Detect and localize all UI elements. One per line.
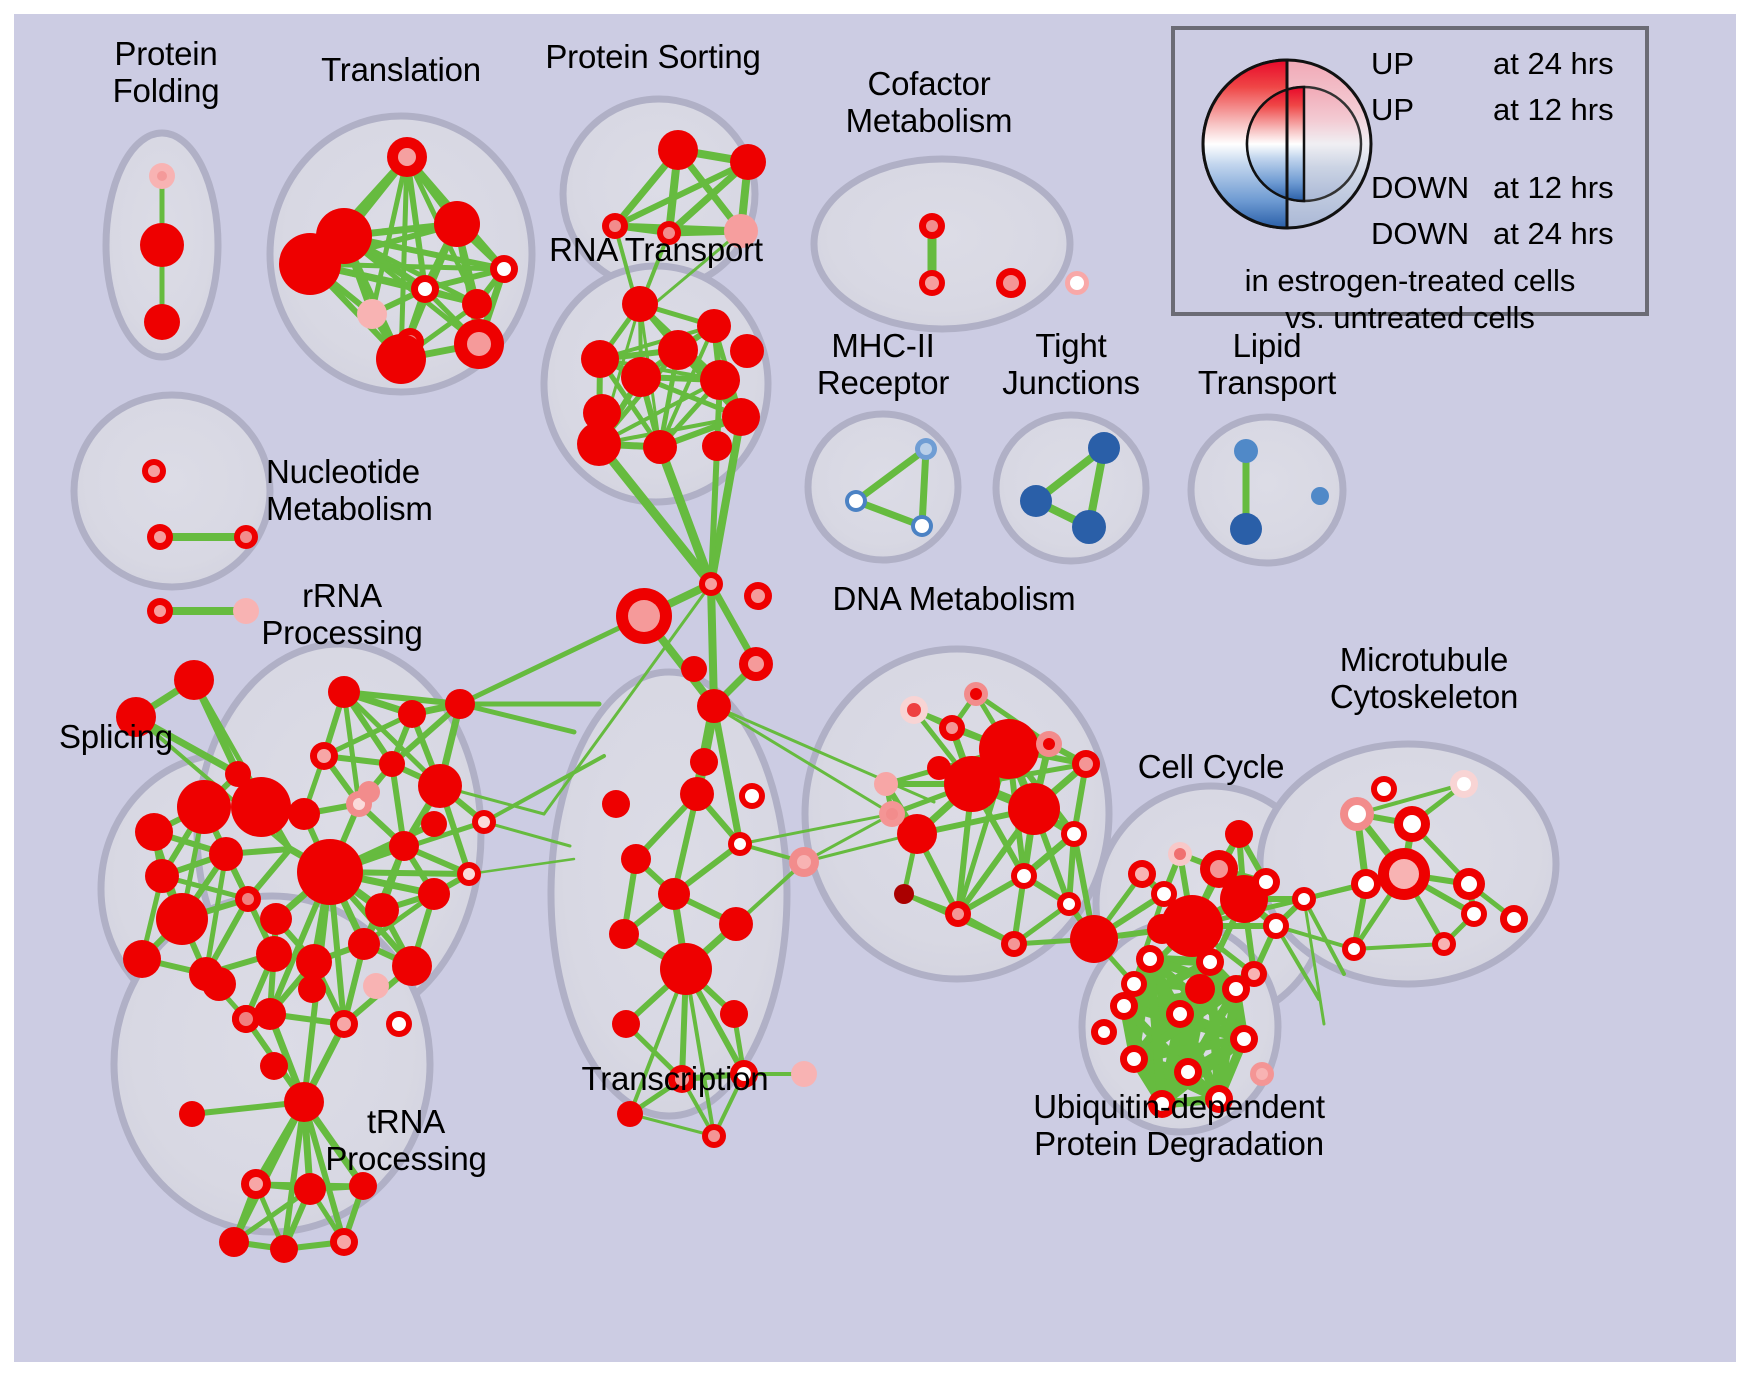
- hull-dna-metabolism: [801, 645, 1113, 983]
- label-rrna-processing: rRNA Processing: [261, 577, 423, 651]
- network-svg: [70, 95, 1560, 1263]
- label-dna-metabolism: DNA Metabolism: [832, 580, 1076, 617]
- label-trna-processing: tRNA Processing: [325, 1103, 487, 1177]
- label-protein-sorting: Protein Sorting: [545, 38, 761, 75]
- legend-node-diagram: [1201, 58, 1373, 230]
- nodes-microtubule-cytoskeleton: [1340, 770, 1528, 961]
- legend-direction-down-24: DOWN: [1371, 216, 1470, 251]
- edges-mhc-ii-receptor: [852, 445, 930, 530]
- label-microtubule-cytoskeleton: Microtubule Cytoskeleton: [1329, 641, 1519, 715]
- edges-nucleotide-metabolism: [156, 533, 250, 615]
- legend-time-up-24: at 24 hrs: [1493, 46, 1614, 81]
- legend-direction-down-12: DOWN: [1371, 170, 1470, 205]
- hull-lipid-transport: [1187, 413, 1347, 567]
- nodes-rrna-processing: [254, 676, 496, 1038]
- label-rna-transport: RNA Transport: [549, 231, 763, 268]
- nodes-splicing: [116, 660, 292, 1033]
- nodes-ubiquitin-degradation: [1091, 945, 1274, 1118]
- nodes-protein-sorting: [602, 130, 766, 248]
- label-cofactor-metabolism: Cofactor Metabolism: [845, 65, 1013, 139]
- legend-row-down-24: DOWN at 24 hrs: [1371, 216, 1647, 262]
- network-nodes: [116, 130, 1528, 1263]
- legend-row-up-12: UP at 12 hrs: [1371, 92, 1647, 138]
- nodes-cofactor-metabolism: [919, 213, 1089, 298]
- hull-cofactor-metabolism: [810, 155, 1074, 333]
- legend-time-up-12: at 12 hrs: [1493, 92, 1614, 127]
- nodes-mhc-ii-receptor: [845, 438, 937, 537]
- legend-direction-up-12: UP: [1371, 92, 1415, 127]
- hull-mhc-ii-receptor: [804, 410, 962, 564]
- legend-box: UP at 24 hrs UP at 12 hrs DOWN at 12 hrs…: [1171, 26, 1649, 335]
- legend-direction-up-24: UP: [1371, 46, 1415, 81]
- label-translation: Translation: [321, 51, 481, 88]
- label-protein-folding: Protein Folding: [112, 35, 220, 109]
- legend-row-down-12: DOWN at 12 hrs: [1371, 170, 1647, 216]
- label-transcription: Transcription: [581, 1060, 769, 1097]
- label-ubiquitin-degradation: Ubiquitin-dependent Protein Degradation: [1033, 1088, 1325, 1162]
- label-tight-junctions: Tight Junctions: [1002, 327, 1140, 401]
- label-nucleotide-metabolism: Nucleotide Metabolism: [266, 453, 433, 527]
- label-splicing: Splicing: [59, 718, 173, 755]
- nodes-nucleotide-metabolism: [142, 459, 259, 624]
- legend-time-down-12: at 12 hrs: [1493, 170, 1614, 205]
- nodes-rna-transport: [577, 286, 773, 723]
- label-cell-cycle: Cell Cycle: [1137, 748, 1285, 785]
- nodes-tight-junctions: [1020, 432, 1120, 544]
- label-lipid-transport: Lipid Transport: [1197, 327, 1337, 401]
- nodes-translation: [279, 137, 518, 384]
- nodes-trna-processing: [179, 1005, 377, 1263]
- legend-rows: UP at 24 hrs UP at 12 hrs DOWN at 12 hrs…: [1371, 46, 1647, 262]
- hull-tight-junctions: [992, 411, 1150, 565]
- nodes-dna-metabolism: [874, 682, 1118, 963]
- legend-time-down-24: at 24 hrs: [1493, 216, 1614, 251]
- network-diagram: Protein Folding Translation Protein Sort…: [14, 14, 1736, 1362]
- legend-caption-line2: vs. untreated cells: [1285, 300, 1535, 336]
- nodes-transcription: [602, 748, 819, 1148]
- nodes-cell-cycle: [1121, 820, 1316, 1004]
- hull-nucleotide-metabolism: [70, 391, 274, 591]
- legend-caption: in estrogen-treated cells vs. untreated …: [1175, 262, 1645, 336]
- nodes-protein-folding: [140, 163, 184, 340]
- legend-row-up-24: UP at 24 hrs: [1371, 46, 1647, 92]
- label-mhc-ii-receptor: MHC-II Receptor: [816, 327, 950, 401]
- nodes-lipid-transport: [1230, 439, 1329, 545]
- legend-caption-line1: in estrogen-treated cells: [1244, 263, 1576, 298]
